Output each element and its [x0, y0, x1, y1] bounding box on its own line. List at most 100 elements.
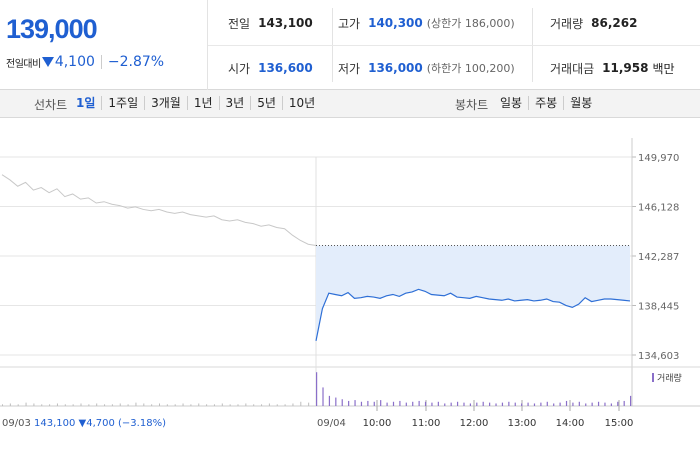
y-tick-label: 138,445	[638, 302, 679, 313]
volume-bar	[9, 403, 11, 406]
stat-label: 거래량	[550, 16, 584, 31]
volume-bar	[456, 401, 459, 406]
tab-1year[interactable]: 1년	[186, 96, 219, 110]
stat-high: 고가 140,300 (상한가 186,000)	[338, 13, 515, 33]
volume-bar	[64, 404, 66, 406]
volume-bar	[412, 401, 414, 406]
tab-weekly-candle[interactable]: 주봉	[528, 96, 563, 110]
price-chart[interactable]: 149,970 146,128 142,287 138,445 134,603 09/0…	[0, 118, 700, 450]
stat-volume: 거래량 86,262	[550, 13, 637, 33]
volume-bar	[597, 401, 600, 406]
stat-label: 전일	[228, 16, 251, 31]
y-tick-label: 149,970	[638, 153, 679, 164]
volume-bar	[182, 403, 184, 406]
stat-label: 고가	[338, 16, 361, 31]
volume-legend-label: 거래량	[657, 372, 682, 384]
prev-day-line	[1, 174, 317, 247]
current-price: 139,000	[6, 14, 98, 44]
period-tabs: 1일 1주일 3개월 1년 3년 5년 10년	[76, 96, 321, 110]
volume-bar	[300, 401, 302, 406]
tab-3month[interactable]: 3개월	[144, 96, 187, 110]
tab-10year[interactable]: 10년	[281, 96, 321, 110]
volume-bar	[533, 403, 536, 406]
stat-label: 거래대금	[550, 61, 595, 76]
volume-bar	[127, 404, 129, 406]
volume-bar	[80, 403, 82, 406]
volume-bar	[431, 402, 433, 406]
volume-bar	[585, 403, 587, 406]
tab-1week[interactable]: 1주일	[101, 96, 144, 110]
stat-value: 136,000	[368, 61, 423, 75]
volume-bar	[322, 387, 324, 406]
prev-day-info: 143,100 ▼4,700 (−3.18%)	[34, 418, 166, 429]
y-tick-label: 134,603	[638, 351, 679, 362]
tab-monthly-candle[interactable]: 월봉	[563, 96, 598, 110]
volume-bar	[540, 402, 542, 406]
volume-bar	[174, 404, 176, 406]
stat-value: 86,262	[591, 16, 638, 30]
chart-toolbar: 선차트 1일 1주일 3개월 1년 3년 5년 10년 봉차트 일봉 주봉 월봉	[0, 90, 700, 118]
volume-bar	[135, 402, 137, 406]
price-summary: 139,000 전일대비 4,100 −2.87% 전일 143,100 고가 …	[0, 0, 700, 90]
volume-bar	[316, 372, 318, 406]
x-tick-label: 10:00	[363, 418, 392, 429]
volume-bar	[469, 403, 471, 406]
volume-bar	[418, 400, 420, 406]
volume-bar	[284, 404, 286, 406]
volume-legend: 거래량	[652, 372, 682, 384]
volume-bar	[111, 404, 113, 406]
volume-bar	[610, 403, 612, 406]
volume-bar	[630, 395, 632, 406]
tab-daily-candle[interactable]: 일봉	[500, 96, 523, 110]
x-tick-label: 11:00	[412, 418, 441, 429]
volume-bar	[521, 403, 523, 406]
volume-legend-swatch	[652, 373, 654, 382]
volume-bar	[514, 402, 516, 406]
volume-bar	[495, 403, 497, 406]
volume-bar	[268, 403, 270, 406]
tab-3year[interactable]: 3년	[218, 96, 251, 110]
volume-bar	[96, 403, 98, 406]
volume-bar	[213, 404, 215, 406]
y-axis-ticks: 149,970 146,128 142,287 138,445 134,603	[638, 153, 679, 362]
volume-bar	[328, 395, 331, 406]
x-tick-label: 14:00	[556, 418, 585, 429]
volume-bar	[489, 402, 491, 406]
tab-5year[interactable]: 5년	[250, 96, 282, 110]
volume-bar	[501, 402, 504, 406]
volume-bar	[476, 402, 478, 406]
stat-label: 시가	[228, 61, 251, 76]
volume-bar	[565, 400, 568, 406]
volume-bar	[463, 402, 465, 406]
volume-bar	[591, 402, 593, 406]
line-chart-label: 선차트	[34, 98, 68, 112]
volume-bar	[527, 402, 529, 406]
volume-bar	[617, 401, 619, 406]
stat-low: 저가 136,000 (하한가 100,200)	[338, 58, 515, 78]
stat-limit: (상한가 186,000)	[426, 17, 515, 30]
volume-bar	[623, 400, 625, 406]
volume-bar	[41, 404, 43, 406]
volume-bar	[392, 401, 395, 406]
volume-bar	[88, 404, 90, 406]
volume-bar	[405, 402, 407, 406]
y-tick-label: 146,128	[638, 203, 679, 214]
volume-bar	[33, 403, 35, 406]
x-tick-label: 12:00	[460, 418, 489, 429]
price-lines	[1, 174, 631, 341]
tab-1day[interactable]: 1일	[76, 96, 96, 110]
volume-bar	[245, 403, 247, 406]
volume-bar	[151, 404, 153, 406]
today-area-fill	[316, 245, 630, 341]
volume-bar	[206, 404, 208, 406]
stat-unit: 백만	[652, 61, 675, 76]
volume-bar	[49, 404, 51, 406]
volume-bar	[367, 400, 369, 406]
today-fill-area	[316, 245, 630, 341]
change-divider	[100, 55, 102, 69]
volume-bar	[482, 401, 484, 406]
change-label: 전일대비	[6, 58, 41, 70]
volume-bar	[578, 401, 580, 406]
price-box: 139,000 전일대비 4,100 −2.87%	[0, 0, 208, 90]
volume-bar	[229, 404, 231, 406]
